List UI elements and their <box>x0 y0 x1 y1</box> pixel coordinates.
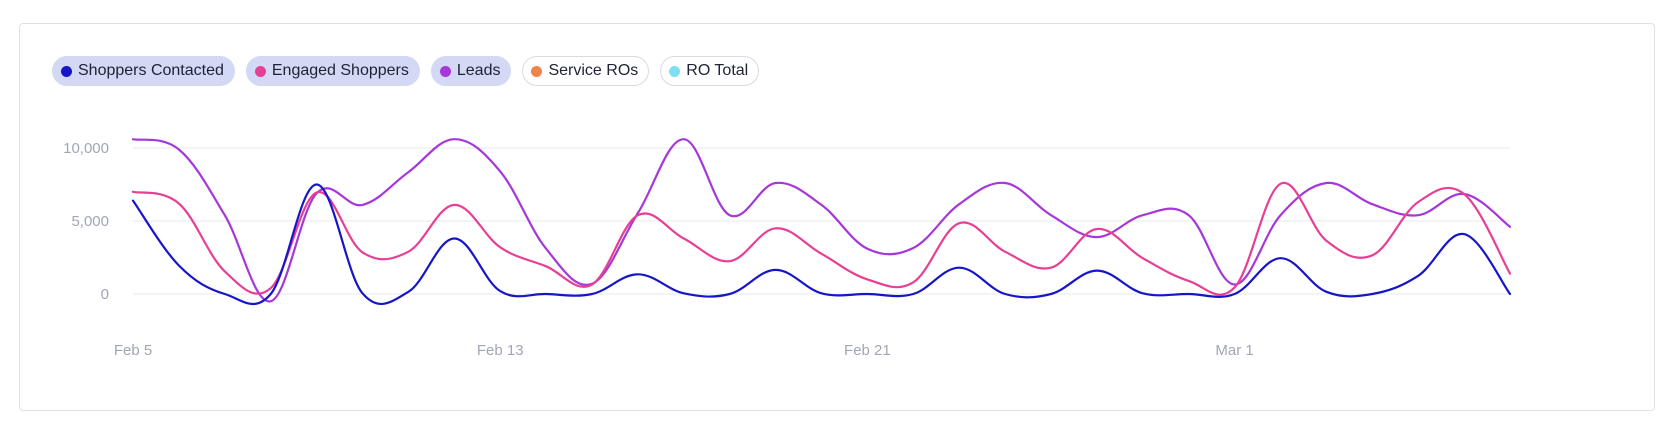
series-lines <box>131 138 1512 306</box>
x-tick-label: Feb 21 <box>844 342 891 359</box>
legend-dot-service-ros <box>531 65 543 77</box>
x-axis-ticks: Feb 5 Feb 13 Feb 21 Mar 1 <box>114 342 1254 359</box>
series-line-leads[interactable] <box>131 138 1512 303</box>
legend-label-engaged-shoppers: Engaged Shoppers <box>271 62 409 79</box>
legend-label-ro-total: RO Total <box>686 62 749 79</box>
legend-label-service-ros: Service ROs <box>548 62 639 79</box>
legend-item-shoppers-contacted[interactable]: Shoppers Contacted <box>52 56 235 86</box>
y-tick-label: 10,000 <box>63 140 109 157</box>
legend-dot-ro-total <box>669 65 681 77</box>
y-tick-label: 0 <box>101 286 109 303</box>
legend-item-ro-total[interactable]: RO Total <box>660 56 760 86</box>
legend-item-service-ros[interactable]: Service ROs <box>522 56 650 86</box>
chart-legend: Shoppers Contacted Engaged Shoppers Lead… <box>52 56 760 86</box>
legend-label-leads: Leads <box>456 62 501 79</box>
chart-card: Shoppers Contacted Engaged Shoppers Lead… <box>19 23 1655 411</box>
series-line-engaged-shoppers[interactable] <box>131 181 1512 296</box>
y-axis-ticks: 0 5,000 10,000 <box>63 140 109 303</box>
legend-label-shoppers-contacted: Shoppers Contacted <box>78 62 224 79</box>
x-tick-label: Feb 5 <box>114 342 152 359</box>
legend-item-leads[interactable]: Leads <box>430 56 512 86</box>
legend-dot-leads <box>439 65 451 77</box>
legend-item-engaged-shoppers[interactable]: Engaged Shoppers <box>245 56 420 86</box>
x-tick-label: Feb 13 <box>477 342 524 359</box>
line-chart: 0 5,000 10,000 Feb 5 Feb 13 Feb 21 Mar 1 <box>63 138 1512 359</box>
legend-dot-shoppers-contacted <box>61 65 72 77</box>
x-tick-label: Mar 1 <box>1215 342 1253 359</box>
series-line-shoppers-contacted[interactable] <box>131 183 1512 306</box>
legend-dot-engaged-shoppers <box>254 65 266 77</box>
y-tick-label: 5,000 <box>71 213 109 230</box>
